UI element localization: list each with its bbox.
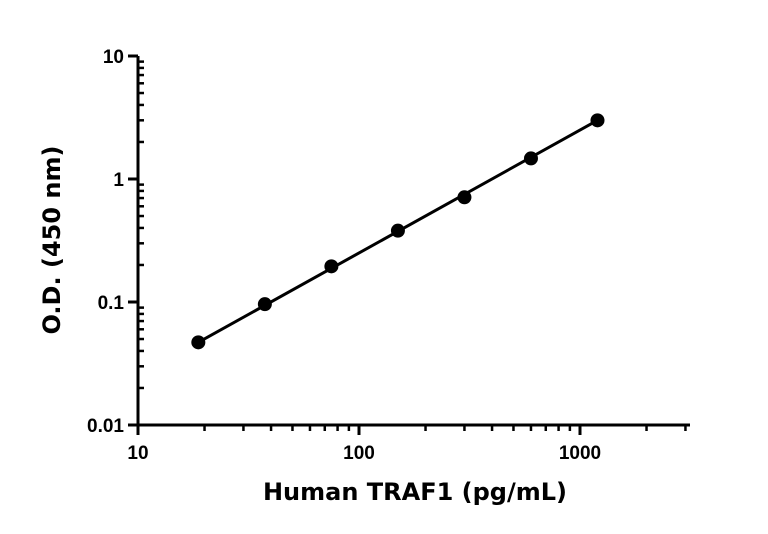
x-tick-label: 100: [343, 443, 375, 464]
data-point: [457, 190, 472, 205]
data-point: [191, 335, 206, 350]
data-point: [390, 223, 405, 238]
x-tick-label: 10: [127, 443, 148, 464]
axis-ticks: [128, 54, 687, 435]
data-point: [257, 297, 272, 312]
x-axis-title: Human TRAF1 (pg/mL): [263, 478, 567, 506]
x-tick-label: 1000: [559, 443, 601, 464]
data-points: [191, 113, 605, 350]
y-tick-label: 0.01: [87, 416, 124, 437]
data-point: [523, 151, 538, 166]
data-point: [324, 259, 339, 274]
y-tick-label: 0.1: [98, 293, 125, 314]
axes: [128, 56, 690, 427]
y-axis-title: O.D. (450 nm): [38, 146, 66, 335]
data-point: [590, 113, 605, 128]
tick-labels: 0.01 0.1 1 10 10 100 1000: [87, 47, 601, 464]
y-tick-label: 10: [103, 47, 124, 68]
y-tick-label: 1: [113, 170, 124, 191]
